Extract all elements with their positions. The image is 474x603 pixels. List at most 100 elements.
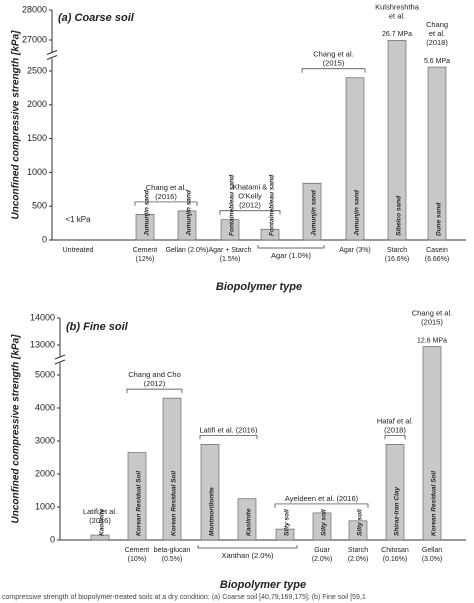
x-tick-label: Cement [133,247,158,254]
x-tick-label: (10%) [128,556,147,563]
y-tick-label: 3000 [35,435,55,445]
bar [427,66,447,241]
reference: Kulshreshtha [375,2,420,11]
y-tick-label: 0 [42,234,47,244]
y-tick-label: 13000 [30,339,55,349]
bar [135,214,155,241]
bar-soil-label: Jumunjin sand [354,189,361,236]
axis-break-gap [55,357,65,363]
bar [275,528,295,541]
group-bracket [257,245,325,249]
reference: (2015) [421,317,443,326]
bar [385,443,405,541]
bar [127,452,147,541]
x-tick-label: Gellan (2.0%) [166,247,209,254]
reference: Chang et al. [412,308,452,317]
bar-soil-label: Silty soil [357,509,364,536]
bar [302,182,322,241]
reference: Chang et al. [313,50,353,59]
bar-soil-label: Korean Residual Soil [171,471,178,536]
bar [348,520,368,541]
bar [237,498,257,541]
bar [387,40,407,241]
bar [422,346,442,541]
x-axis-title: Biopolymer type [216,281,302,293]
x-tick-label: Agar + Starch [209,247,252,254]
group-bracket [197,545,298,549]
x-tick-label: (1.5%) [220,256,241,263]
y-axis-title: Unconfined compressive strength [kPa] [11,334,22,524]
reference-bracket [274,503,369,508]
bar [90,534,110,541]
value-label: 26.7 MPa [382,31,412,38]
bar [345,77,365,241]
x-tick-label: (16.6%) [385,256,410,263]
x-tick-label: (0.16%) [383,556,408,563]
reference: (2016) [155,192,177,201]
reference: Chang and Cho [128,370,181,379]
x-tick-label: (6.66%) [425,256,450,263]
y-tick-label: 27000 [22,34,47,44]
group-label: Agar (1.0%) [271,251,312,260]
bar-soil-label: Sibelco sand [396,195,403,236]
bar-soil-label: Silty soil [284,509,291,536]
reference-bracket [384,434,406,440]
group-label: Xanthan (2.0%) [221,551,274,560]
reference: Hataf et al. [377,416,413,425]
reference-bracket [301,68,366,73]
reference: (2018) [384,425,406,434]
x-tick-label: (0.5%) [162,556,183,563]
bar-soil-label: Fontainebleau sand [229,174,236,236]
y-tick-label: 28000 [22,4,47,14]
bar [162,397,182,541]
x-tick-label: beta-glucan [154,547,191,554]
x-tick-label: Starch [387,247,407,254]
bar [220,219,240,241]
y-tick-label: 2000 [27,99,47,109]
x-tick-label: (2.0%) [312,556,333,563]
annotation: <1 kPa [65,215,91,224]
y-axis-title: Unconfined compressive strength [kPa] [11,30,22,220]
panel-title: (a) Coarse soil [58,12,135,24]
bar [260,228,280,241]
bar [177,210,197,241]
reference-bracket [219,210,281,215]
reference: (2012) [239,201,261,210]
reference: (2015) [323,59,345,68]
y-tick-label: 14000 [30,312,55,322]
x-tick-label: Gellan [422,547,442,554]
reference: O'Kelly [238,192,262,201]
bar-soil-label: Jumunjin sand [311,189,318,236]
bar-soil-label: Shiraz-Iran Clay [394,486,401,536]
x-tick-label: Agar (3%) [339,247,371,254]
reference-bracket [126,388,183,394]
y-tick-label: 2500 [27,65,47,75]
axis-break [46,50,58,60]
x-axis-title: Biopolymer type [220,579,306,591]
y-tick-label: 1000 [35,501,55,511]
y-tick-label: 500 [32,201,47,211]
y-tick-label: 0 [50,534,55,544]
reference: Ayeldeen et al. (2016) [285,494,359,503]
bar [312,512,332,541]
x-tick-label: (2.0%) [348,556,369,563]
reference-bracket [199,434,258,440]
x-tick-label: Guar [314,547,330,554]
x-tick-label: Chitosan [381,547,409,554]
reference: Khatami & [233,183,268,192]
y-tick-label: 5000 [35,369,55,379]
panel-title: (b) Fine soil [66,321,129,333]
reference: et al. [429,29,445,38]
value-label: 5.6 MPa [424,58,450,65]
x-tick-label: Cement [125,547,150,554]
reference: et al. [389,11,405,20]
axis-break [54,354,66,365]
bar-soil-label: Kaolinite [99,508,106,536]
bar [200,443,220,541]
x-tick-label: (3.0%) [422,556,443,563]
reference: Chang [426,20,448,29]
x-tick-label: (12%) [136,256,155,263]
reference: Latifi et al. [83,507,117,516]
y-tick-label: 1000 [27,167,47,177]
